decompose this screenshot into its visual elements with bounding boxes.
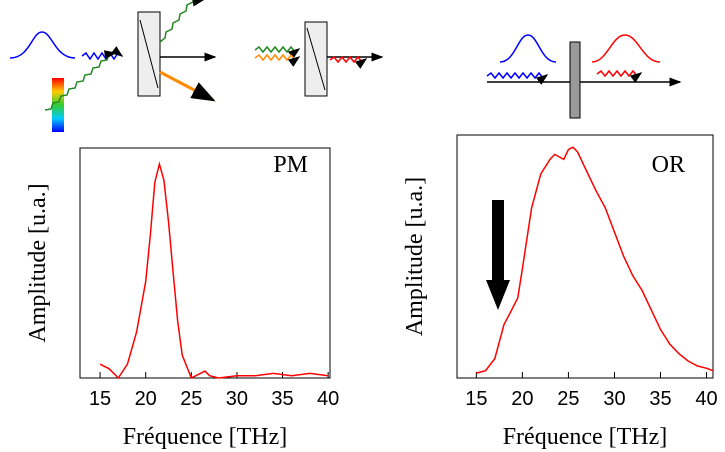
plot-frame	[456, 134, 714, 379]
data-line	[476, 146, 714, 374]
x-tick-label: 35	[271, 388, 293, 410]
y-axis-label: Amplitude [u.a.]	[25, 183, 51, 342]
x-tick-label: 40	[317, 388, 339, 410]
x-tick-label: 20	[511, 388, 533, 410]
x-tick-label: 30	[226, 388, 248, 410]
x-tick-label: 25	[557, 388, 579, 410]
schematic-pm	[9, 0, 217, 132]
marker-arrow	[486, 200, 510, 310]
x-axis-label: Fréquence [THz]	[503, 424, 668, 450]
plot-frame	[79, 147, 331, 379]
data-line	[99, 161, 329, 380]
x-tick-label: 15	[89, 388, 111, 410]
x-tick-label: 40	[695, 388, 717, 410]
x-tick-label: 15	[465, 388, 487, 410]
annotation: PM	[273, 152, 308, 178]
annotation: OR	[652, 152, 685, 178]
x-axis-label: Fréquence [THz]	[123, 424, 288, 450]
x-tick-label: 35	[649, 388, 671, 410]
x-tick-label: 25	[180, 388, 202, 410]
x-tick-label: 20	[135, 388, 157, 410]
x-tick-label: 30	[603, 388, 625, 410]
schematic-mix	[254, 21, 384, 97]
schematic-or	[486, 34, 682, 119]
y-axis-label: Amplitude [u.a.]	[402, 177, 428, 336]
